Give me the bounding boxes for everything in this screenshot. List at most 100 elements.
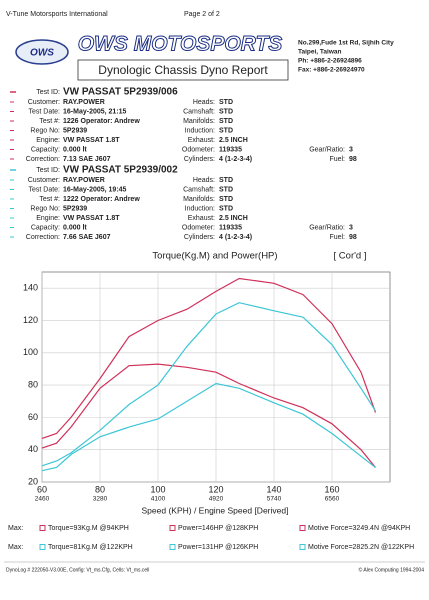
address-line: Ph: +886-2-26924896 bbox=[298, 58, 362, 65]
brand: OWS MOTOSPORTS bbox=[78, 33, 283, 56]
field-label: Test ID: bbox=[36, 89, 60, 96]
field-label: Manifolds: bbox=[183, 118, 215, 125]
field-value: 3 bbox=[349, 146, 353, 153]
y-tick-label: 60 bbox=[28, 412, 38, 422]
address-line: Taipei, Taiwan bbox=[298, 49, 341, 56]
field-label: Gear/Ratio: bbox=[309, 224, 345, 231]
rpm-tick-label: 4920 bbox=[209, 496, 224, 503]
rpm-tick-label: 3280 bbox=[93, 496, 108, 503]
field-value: 0.000 lt bbox=[63, 224, 87, 231]
max-marker bbox=[169, 525, 176, 531]
x-tick-label: 140 bbox=[266, 484, 281, 494]
field-label: Cylinders: bbox=[184, 156, 215, 163]
field-label: Test ID: bbox=[36, 167, 60, 174]
max-marker bbox=[169, 544, 176, 550]
company: V-Tune Motorsports International bbox=[6, 11, 108, 18]
field-value: STD bbox=[219, 118, 233, 125]
max-item: Motive Force=2825.2N @122KPH bbox=[308, 544, 414, 551]
field-label: Customer: bbox=[28, 99, 60, 106]
field-label: Fuel: bbox=[329, 234, 345, 241]
field-label: Rego No: bbox=[30, 205, 60, 212]
field-value: RAY.POWER bbox=[63, 99, 105, 106]
max-marker bbox=[39, 525, 46, 531]
address-line: No.299,Fude 1st Rd, Sijhih City bbox=[298, 40, 394, 47]
field-value: 1226 Operator: Andrew bbox=[63, 118, 140, 125]
y-tick-label: 20 bbox=[28, 476, 38, 486]
address: No.299,Fude 1st Rd, Sijhih City Taipei, T… bbox=[298, 40, 394, 74]
curve bbox=[41, 302, 377, 467]
field-label: Cylinders: bbox=[184, 234, 215, 241]
field-label: Test Date: bbox=[28, 186, 60, 193]
rpm-tick-label: 6560 bbox=[325, 496, 340, 503]
y-tick-label: 80 bbox=[28, 379, 38, 389]
max-item: Motive Force=3249.4N @94KPH bbox=[308, 525, 410, 532]
y-tick-label: 100 bbox=[23, 347, 38, 357]
field-label: Test Date: bbox=[28, 108, 60, 115]
max-summary: Max: Torque=93Kg.M @94KPH Power=146HP @128… bbox=[8, 525, 414, 551]
field-label: Odometer: bbox=[182, 146, 215, 153]
field-value: 3 bbox=[349, 224, 353, 231]
page-number: Page 2 of 2 bbox=[184, 11, 220, 18]
field-value: 2.5 INCH bbox=[219, 215, 248, 222]
field-value: STD bbox=[219, 186, 233, 193]
chart-title: Torque(Kg.M) and Power(HP) bbox=[152, 251, 277, 262]
field-value: STD bbox=[219, 99, 233, 106]
rpm-tick-label: 4100 bbox=[151, 496, 166, 503]
field-value: 4 (1-2-3-4) bbox=[219, 234, 252, 241]
field-value: VW PASSAT 1.8T bbox=[63, 137, 120, 144]
field-label: Induction: bbox=[185, 205, 215, 212]
x-tick-label: 160 bbox=[324, 484, 339, 494]
chart-subtitle: [ Cor'd ] bbox=[334, 251, 367, 262]
report-title: Dynologic Chassis Dyno Report bbox=[98, 63, 268, 77]
max-label: Max: bbox=[8, 544, 23, 551]
field-label: Test #: bbox=[39, 196, 60, 203]
field-value: 119335 bbox=[219, 224, 242, 231]
max-marker bbox=[39, 544, 46, 550]
curve bbox=[41, 382, 376, 472]
field-label: Fuel: bbox=[329, 156, 345, 163]
x-tick-label: 80 bbox=[95, 484, 105, 494]
field-value: STD bbox=[219, 108, 233, 115]
max-item: Torque=93Kg.M @94KPH bbox=[48, 525, 129, 532]
field-label: Gear/Ratio: bbox=[309, 146, 345, 153]
field-value: STD bbox=[219, 127, 233, 134]
field-value: STD bbox=[219, 177, 233, 184]
field-label: Customer: bbox=[28, 177, 60, 184]
field-label: Exhaust: bbox=[188, 137, 215, 144]
field-label: Rego No: bbox=[30, 127, 60, 134]
field-value: 7.66 SAE J607 bbox=[63, 234, 111, 241]
field-value: 0.000 lt bbox=[63, 146, 87, 153]
max-marker bbox=[299, 544, 306, 550]
title-box bbox=[77, 59, 289, 81]
field-label: Correction: bbox=[26, 156, 60, 163]
field-label: Engine: bbox=[36, 215, 60, 222]
field-value: 98 bbox=[349, 234, 357, 241]
curve bbox=[41, 363, 376, 468]
field-value: RAY.POWER bbox=[63, 177, 105, 184]
footer-right: © Alex Computing 1994-2004 bbox=[359, 566, 425, 573]
field-label: Capacity: bbox=[31, 146, 60, 153]
field-label: Engine: bbox=[36, 137, 60, 144]
field-label: Heads: bbox=[193, 99, 215, 106]
max-item: Torque=81Kg.M @122KPH bbox=[48, 544, 133, 551]
field-value: 1222 Operator: Andrew bbox=[63, 196, 140, 203]
max-label: Max: bbox=[8, 525, 23, 532]
max-marker bbox=[299, 525, 306, 531]
max-item: Power=146HP @128KPH bbox=[178, 525, 258, 532]
field-value: 5P2939 bbox=[63, 205, 87, 212]
field-value: 16-May-2005, 21:15 bbox=[63, 108, 127, 115]
field-value: STD bbox=[219, 196, 233, 203]
max-item: Power=131HP @126KPH bbox=[178, 544, 258, 551]
rpm-tick-label: 2460 bbox=[35, 496, 50, 503]
address-line: Fax: +886-2-26924970 bbox=[298, 67, 365, 74]
field-label: Exhaust: bbox=[188, 215, 215, 222]
field-label: Correction: bbox=[26, 234, 60, 241]
logo bbox=[15, 39, 69, 65]
logo-text: OWS bbox=[30, 48, 54, 59]
field-value: 98 bbox=[349, 156, 357, 163]
x-tick-label: 60 bbox=[37, 484, 47, 494]
field-value: STD bbox=[219, 205, 233, 212]
field-label: Test #: bbox=[39, 118, 60, 125]
